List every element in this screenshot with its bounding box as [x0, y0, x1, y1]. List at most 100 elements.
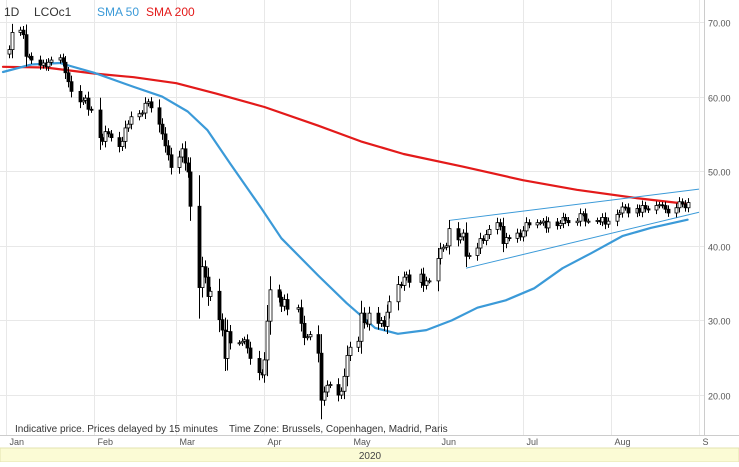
candle — [177, 150, 182, 174]
candle — [163, 127, 168, 153]
candle — [367, 306, 372, 331]
interval-label[interactable]: 1D — [4, 5, 20, 19]
candle — [387, 295, 392, 319]
candle-body — [524, 222, 529, 232]
candle-body — [521, 230, 526, 238]
candle-body — [438, 248, 443, 259]
candle — [424, 276, 429, 290]
sma50-line — [1, 61, 689, 335]
candle-body — [475, 247, 480, 256]
candle-body — [541, 220, 546, 224]
candle-body — [376, 312, 381, 324]
candle-body — [617, 212, 622, 215]
sma200-legend-label[interactable]: SMA 200 — [146, 5, 195, 19]
candle — [169, 147, 174, 175]
candle-body — [208, 290, 213, 297]
candle-body — [296, 307, 301, 310]
candle — [66, 66, 71, 88]
candle-body — [586, 220, 591, 223]
y-tick-label: 50.00 — [708, 168, 731, 178]
candle — [654, 201, 659, 215]
candle — [262, 352, 267, 383]
candle-body — [166, 145, 171, 156]
candle — [447, 219, 452, 255]
candle — [643, 201, 648, 213]
candle-body — [643, 205, 648, 210]
candle-body — [328, 384, 333, 386]
candle-body — [78, 90, 83, 103]
candle — [617, 209, 622, 218]
candle-body — [180, 148, 185, 158]
candle-body — [123, 127, 128, 142]
candle — [257, 350, 262, 381]
candle — [566, 217, 571, 227]
candle-body — [200, 266, 205, 288]
candle — [441, 244, 446, 252]
candle-body — [66, 72, 71, 83]
candle-body — [117, 137, 122, 147]
candle-body — [188, 171, 193, 207]
candle — [299, 299, 304, 332]
candle — [359, 300, 364, 354]
candle-body — [640, 205, 645, 213]
candle — [129, 111, 134, 130]
candle — [336, 378, 341, 402]
candle — [166, 140, 171, 161]
candle — [245, 334, 250, 354]
candle-body — [515, 232, 520, 239]
candle-body — [58, 57, 63, 61]
candle-body — [285, 299, 290, 310]
candle — [345, 345, 350, 387]
candle-body — [69, 81, 74, 92]
candle-body — [399, 284, 404, 286]
candle — [217, 278, 222, 333]
candle — [78, 85, 83, 109]
candle — [464, 222, 469, 267]
candle — [157, 99, 162, 133]
candle — [268, 276, 273, 335]
sma50-legend-label[interactable]: SMA 50 — [97, 5, 139, 19]
candle-body — [623, 206, 628, 209]
candle-body — [257, 358, 262, 374]
candle-body — [129, 116, 134, 125]
candle — [120, 136, 125, 152]
candle-body — [421, 273, 426, 286]
candle-body — [305, 336, 310, 339]
candle-body — [49, 59, 54, 63]
candle-body — [299, 307, 304, 324]
candle-body — [686, 202, 691, 209]
candle-body — [220, 319, 225, 331]
candle — [680, 198, 685, 208]
candle — [103, 125, 108, 148]
candle-body — [478, 238, 483, 249]
candle — [546, 217, 551, 233]
candle-body — [427, 280, 432, 283]
candle-body — [538, 222, 543, 225]
candle — [458, 233, 463, 244]
candle-body — [322, 391, 327, 401]
candle-body — [237, 342, 242, 345]
candle — [319, 334, 324, 420]
candle-body — [660, 204, 665, 207]
candle — [484, 229, 489, 246]
candle — [160, 118, 165, 140]
candle-body — [106, 131, 111, 135]
candle — [421, 267, 426, 292]
candle-body — [535, 222, 540, 226]
candle-body — [356, 340, 361, 348]
candle-body — [345, 355, 350, 377]
candle — [225, 319, 230, 371]
candle-body — [436, 258, 441, 282]
candle-body — [160, 123, 165, 135]
price-series — [1, 61, 700, 335]
candle-body — [583, 213, 588, 222]
candle-body — [83, 97, 88, 101]
symbol-label[interactable]: LCOc1 — [34, 5, 72, 19]
x-tick-label: May — [354, 437, 372, 447]
candle-body — [177, 156, 182, 168]
candle-body — [527, 222, 532, 226]
candle — [140, 110, 145, 117]
candle-body — [63, 61, 68, 74]
candle — [228, 325, 233, 350]
